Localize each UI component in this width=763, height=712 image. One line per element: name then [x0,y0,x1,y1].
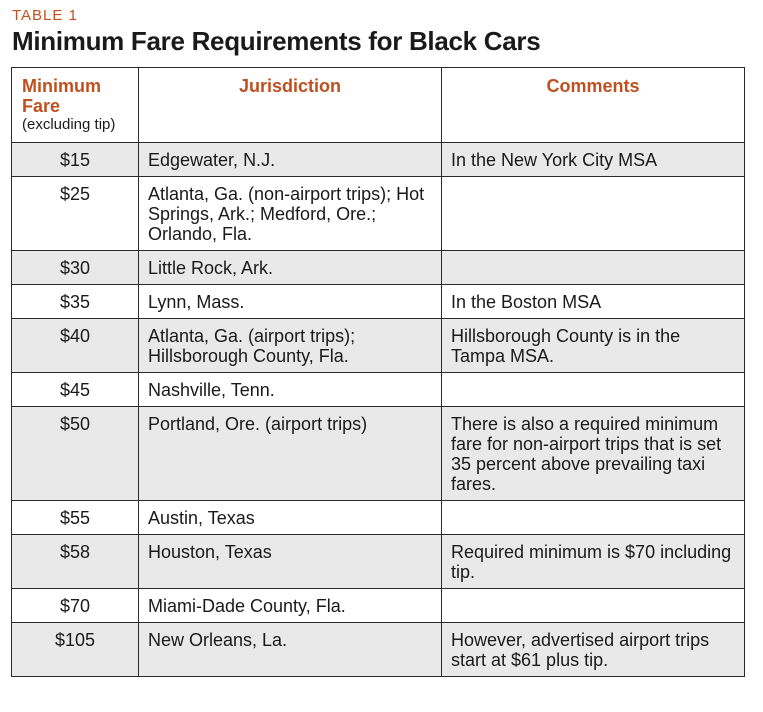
cell-jurisdiction: Austin, Texas [138,500,442,535]
cell-comment: Required minimum is $70 including tip. [441,534,745,589]
table-row: $35 Lynn, Mass. In the Boston MSA [11,284,745,319]
header-jurisdiction: Jurisdiction [138,67,442,143]
cell-comment [441,588,745,623]
cell-fare: $45 [11,372,139,407]
cell-jurisdiction: New Orleans, La. [138,622,442,677]
table-title: Minimum Fare Requirements for Black Cars [12,26,541,56]
table-row: $25 Atlanta, Ga. (non-airport trips); Ho… [11,176,745,251]
table-row: $15 Edgewater, N.J. In the New York City… [11,142,745,177]
cell-jurisdiction: Little Rock, Ark. [138,250,442,285]
cell-comment: However, advertised airport trips start … [441,622,745,677]
cell-jurisdiction: Lynn, Mass. [138,284,442,319]
cell-fare: $105 [11,622,139,677]
cell-fare: $50 [11,406,139,501]
cell-fare: $70 [11,588,139,623]
cell-comment [441,372,745,407]
table-row: $55 Austin, Texas [11,500,745,535]
header-comments: Comments [441,67,745,143]
table-row: $50 Portland, Ore. (airport trips) There… [11,406,745,501]
header-fare-label: Minimum Fare [22,76,101,116]
cell-fare: $35 [11,284,139,319]
cell-jurisdiction: Portland, Ore. (airport trips) [138,406,442,501]
cell-comment: Hillsborough County is in the Tampa MSA. [441,318,745,373]
cell-fare: $58 [11,534,139,589]
cell-comment [441,500,745,535]
cell-comment: In the New York City MSA [441,142,745,177]
table-label: TABLE 1 [12,7,78,24]
cell-fare: $25 [11,176,139,251]
cell-jurisdiction: Atlanta, Ga. (airport trips); Hillsborou… [138,318,442,373]
cell-jurisdiction: Edgewater, N.J. [138,142,442,177]
table-row: $105 New Orleans, La. However, advertise… [11,622,745,677]
fare-table: Minimum Fare (excluding tip) Jurisdictio… [11,67,745,677]
table-row: $40 Atlanta, Ga. (airport trips); Hillsb… [11,318,745,373]
cell-jurisdiction: Atlanta, Ga. (non-airport trips); Hot Sp… [138,176,442,251]
cell-comment: In the Boston MSA [441,284,745,319]
cell-jurisdiction: Nashville, Tenn. [138,372,442,407]
header-fare-sublabel: (excluding tip) [22,116,116,133]
table-row: $45 Nashville, Tenn. [11,372,745,407]
cell-fare: $55 [11,500,139,535]
cell-fare: $15 [11,142,139,177]
cell-fare: $40 [11,318,139,373]
header-minimum-fare: Minimum Fare (excluding tip) [11,67,139,143]
cell-comment: There is also a required minimum fare fo… [441,406,745,501]
cell-jurisdiction: Houston, Texas [138,534,442,589]
table-row: $58 Houston, Texas Required minimum is $… [11,534,745,589]
table-row: $70 Miami-Dade County, Fla. [11,588,745,623]
header-row: Minimum Fare (excluding tip) Jurisdictio… [11,67,745,143]
cell-comment [441,176,745,251]
cell-fare: $30 [11,250,139,285]
cell-comment [441,250,745,285]
table-row: $30 Little Rock, Ark. [11,250,745,285]
cell-jurisdiction: Miami-Dade County, Fla. [138,588,442,623]
